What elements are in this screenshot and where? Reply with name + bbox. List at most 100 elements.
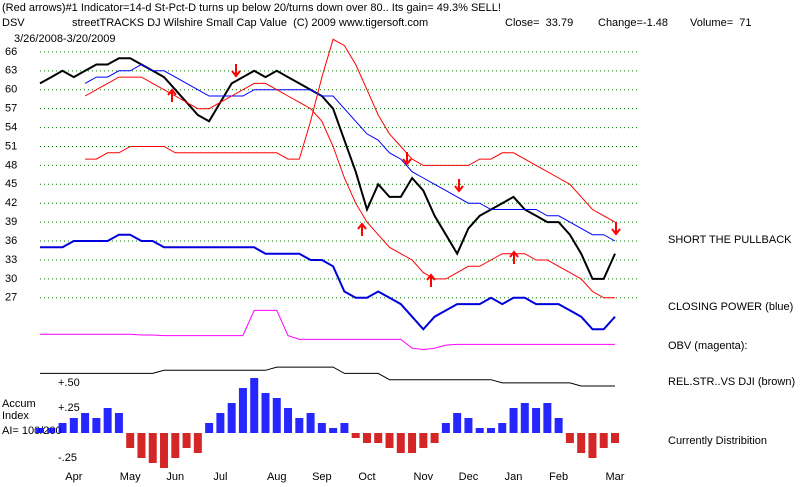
x-tick-label: Oct (358, 471, 375, 483)
series-line (84, 63, 616, 242)
accum-title: Accum (2, 398, 36, 410)
accum-annotation: Currently Distribition (668, 435, 767, 447)
accum-bar (227, 403, 236, 433)
x-tick-label: May (120, 471, 141, 483)
x-tick-label: Apr (65, 471, 82, 483)
series-line (84, 76, 615, 299)
sell-arrow (231, 64, 241, 78)
series-label: CLOSING POWER (blue) (668, 301, 793, 313)
y-tick-label: 39 (5, 216, 17, 228)
accum-bar (69, 418, 78, 433)
accum-bar (216, 413, 225, 433)
accum-title: AI= 100/200 (2, 425, 62, 437)
accum-bar (385, 433, 394, 448)
date-range: 3/26/2008-3/20/2009 (14, 33, 116, 45)
accum-bar (486, 428, 495, 433)
accum-bar (498, 423, 507, 433)
accum-bar (362, 433, 371, 443)
x-tick-label: Mar (606, 471, 625, 483)
accum-bar (543, 403, 552, 433)
accum-bar (441, 423, 450, 433)
accum-bar (306, 413, 315, 433)
accum-bar (284, 408, 293, 433)
sell-arrow (611, 222, 621, 236)
x-tick-label: Feb (549, 471, 568, 483)
y-tick-label: 66 (5, 46, 17, 58)
y-tick-label: 27 (5, 292, 17, 304)
accum-bar (36, 428, 44, 433)
y-tick-label: 33 (5, 254, 17, 266)
y-tick-label: 36 (5, 235, 17, 247)
x-tick-label: Jul (213, 471, 227, 483)
accum-bar (396, 433, 405, 453)
accum-bar (58, 423, 67, 433)
accum-bar (599, 433, 608, 448)
accum-bar (250, 378, 259, 433)
volume-label: Volume= 71 (690, 17, 751, 29)
accum-bar (137, 433, 146, 458)
accum-bar (238, 388, 247, 433)
annotation: SHORT THE PULLBACK (668, 234, 792, 246)
accum-bar (419, 433, 428, 448)
series-line (40, 309, 615, 351)
close-label: Close= 33.79 (505, 17, 573, 29)
y-tick-label: 51 (5, 140, 17, 152)
accum-bar (611, 433, 619, 443)
change-label: Change=-1.48 (598, 17, 668, 29)
accum-bar (532, 408, 541, 433)
series-line (39, 57, 616, 280)
accum-bar (374, 433, 383, 443)
buy-arrow (426, 273, 436, 287)
accum-bar (261, 393, 270, 433)
y-tick-label: 30 (5, 273, 17, 285)
y-tick-label: 54 (5, 121, 17, 133)
x-tick-label: Jan (505, 471, 523, 483)
accum-bar (509, 408, 518, 433)
series-line (40, 233, 616, 331)
accum-bar (554, 418, 563, 433)
accum-bar (160, 433, 169, 468)
accum-bar (148, 433, 157, 463)
accum-bar (81, 413, 90, 433)
accum-bar (520, 403, 529, 433)
accum-bar (408, 433, 417, 453)
chart-title: (Red arrows)#1 Indicator=14-d St-Pct-D t… (2, 2, 501, 14)
x-tick-label: Jun (166, 471, 184, 483)
series-label: REL.STR..VS DJI (brown) (668, 376, 795, 388)
x-tick-label: Dec (459, 471, 479, 483)
accum-bar (47, 428, 56, 433)
y-tick-label: 57 (5, 103, 17, 115)
series-line (40, 366, 615, 387)
accum-bar (565, 433, 574, 443)
accum-bar (464, 418, 473, 433)
accum-bar (317, 423, 326, 433)
y-tick-label: 48 (5, 159, 17, 171)
series-label: OBV (magenta): (668, 340, 747, 352)
y-tick-label: 42 (5, 197, 17, 209)
accum-bar (475, 428, 484, 433)
signal-arrows (167, 64, 621, 287)
series-line (85, 38, 616, 223)
accum-bar (114, 413, 123, 433)
accum-bar (329, 428, 338, 433)
accum-bar (272, 398, 281, 433)
subtitle: streetTRACKS DJ Wilshire Small Cap Value… (72, 17, 428, 29)
accum-bar (340, 423, 349, 433)
accum-tick-label: +.25 (58, 402, 80, 414)
accum-bar (103, 408, 112, 433)
accum-bar (351, 433, 360, 438)
x-tick-label: Nov (414, 471, 434, 483)
accum-bar (92, 418, 101, 433)
accum-bar (588, 433, 597, 458)
buy-arrow (509, 250, 519, 264)
ticker: DSV (2, 17, 25, 29)
accum-bar (126, 433, 135, 448)
x-tick-label: Sep (312, 471, 332, 483)
sell-arrow (454, 179, 464, 193)
y-tick-label: 45 (5, 178, 17, 190)
y-tick-label: 60 (5, 84, 17, 96)
accum-bar (182, 433, 191, 448)
accum-bar (430, 433, 439, 443)
